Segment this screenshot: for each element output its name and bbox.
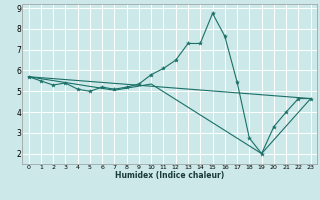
X-axis label: Humidex (Indice chaleur): Humidex (Indice chaleur) — [115, 171, 224, 180]
